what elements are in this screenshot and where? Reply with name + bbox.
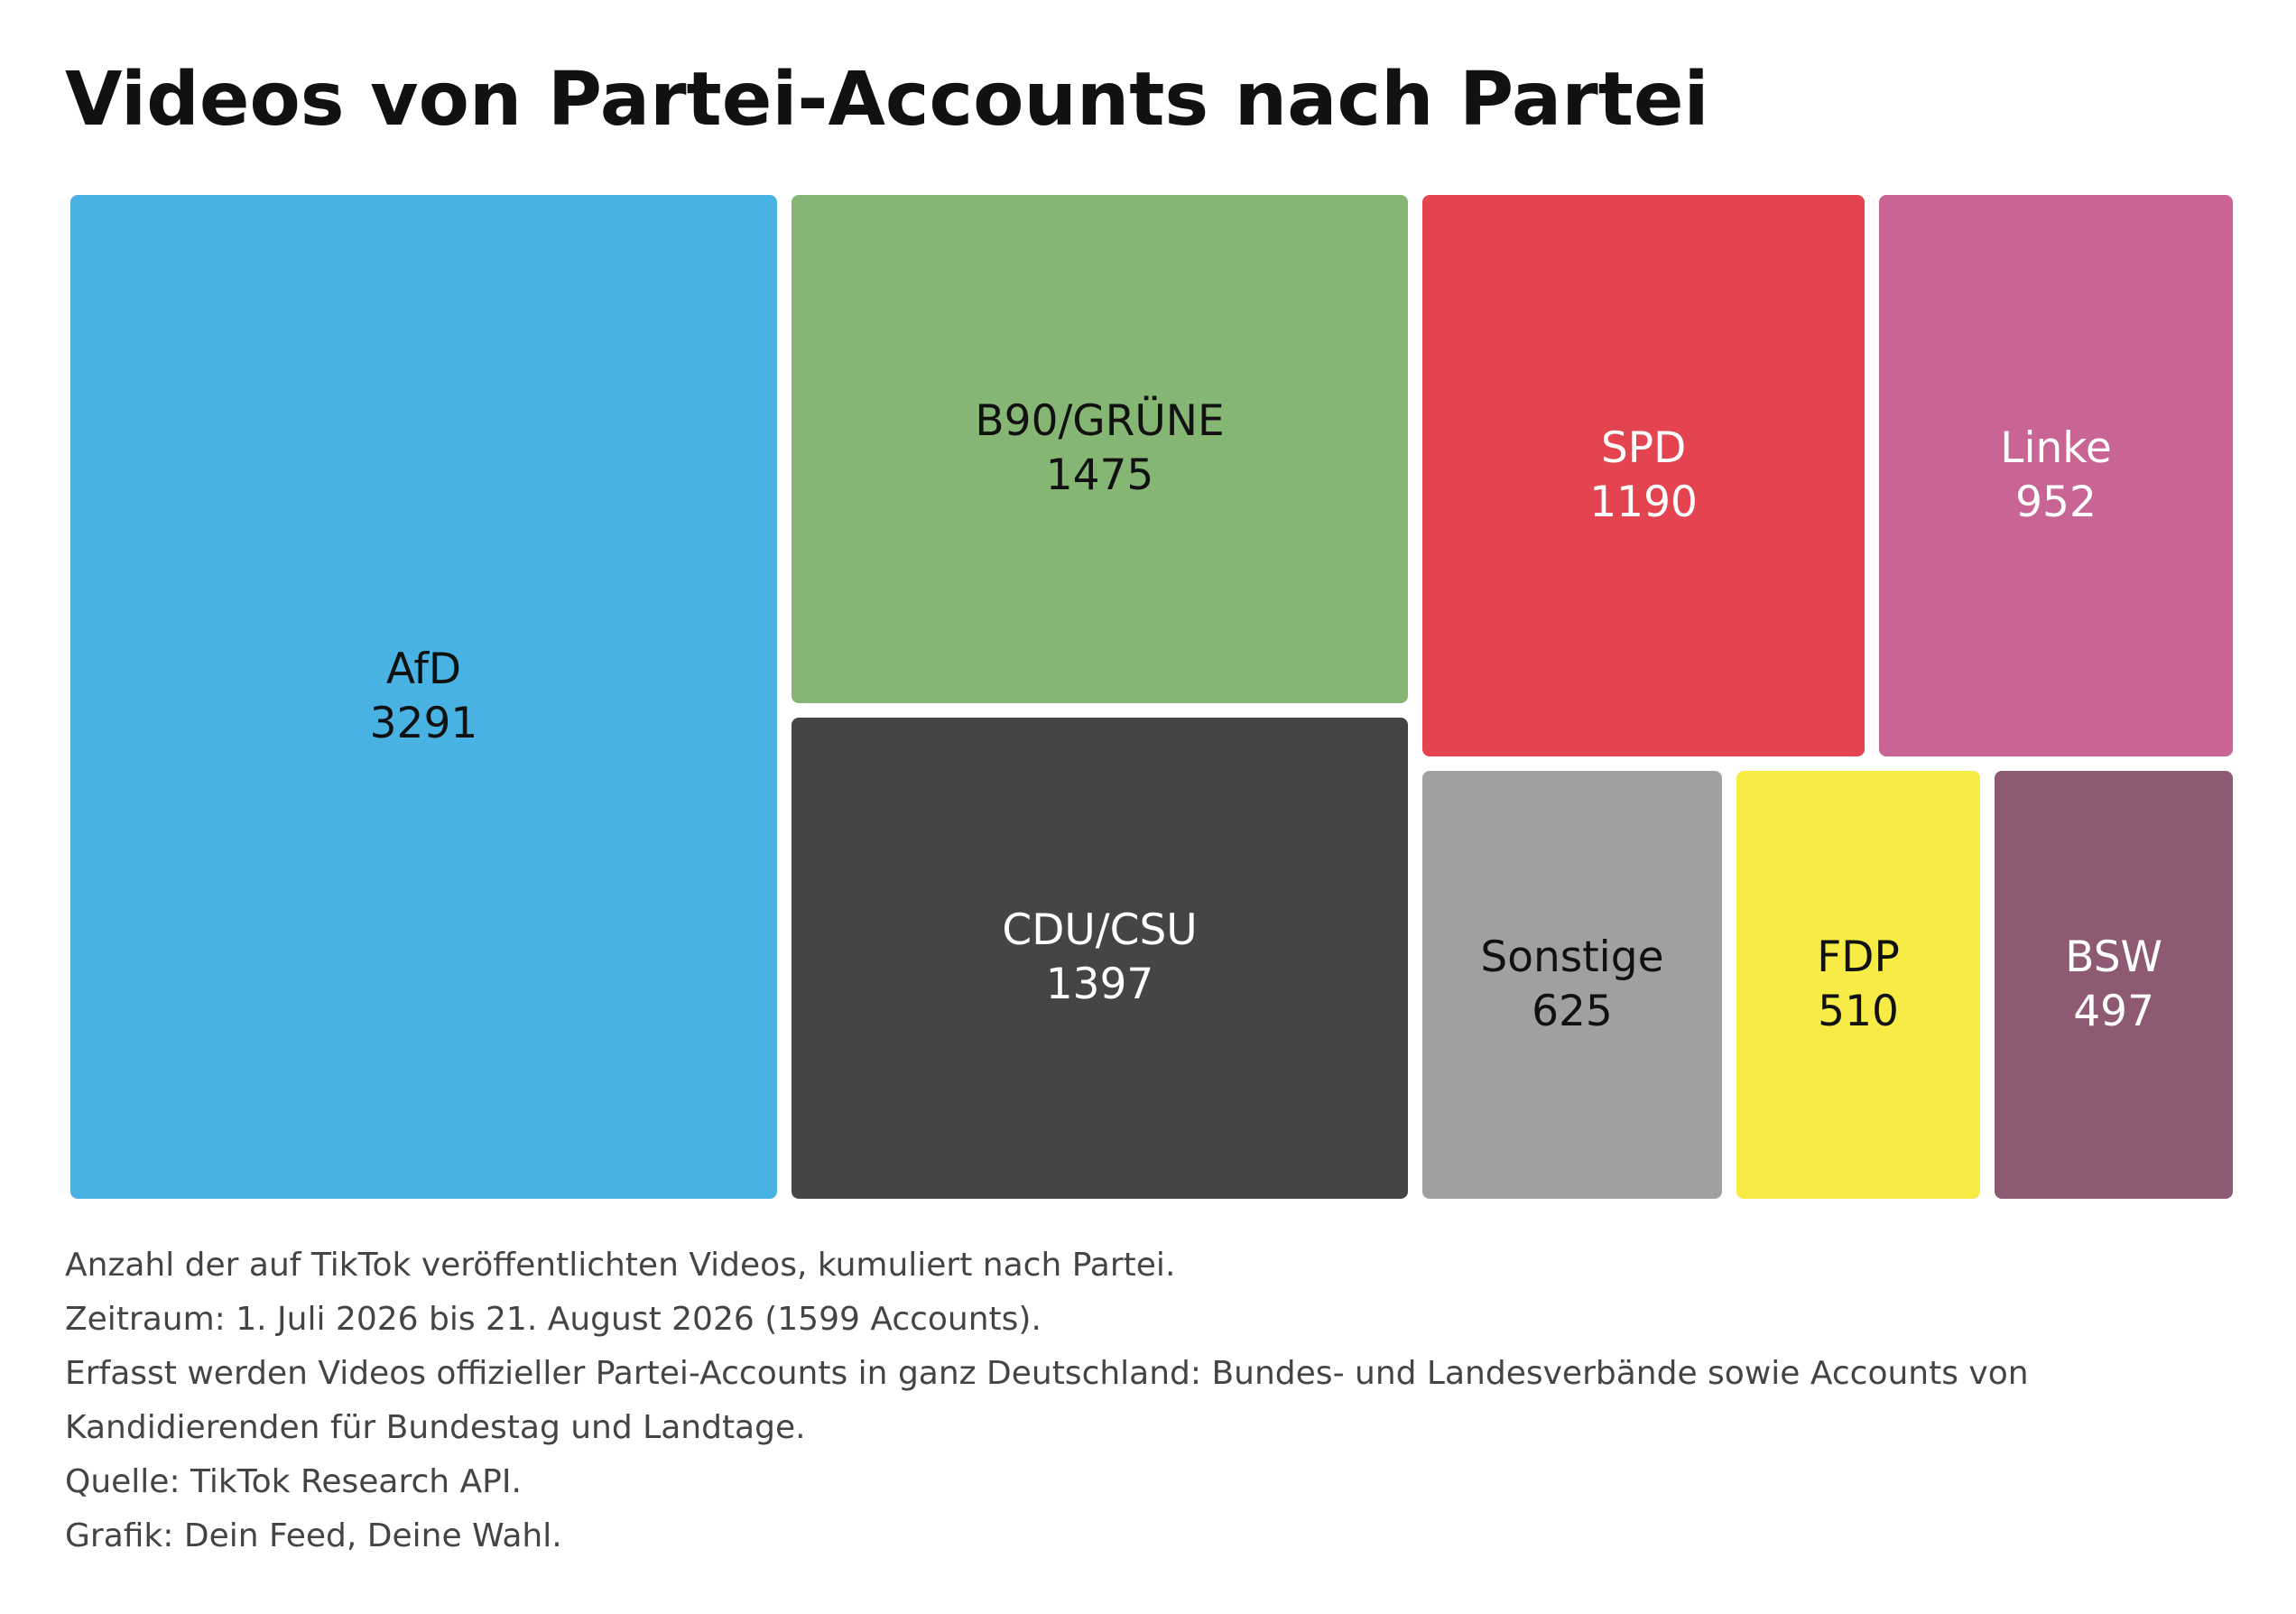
tile-gruene: B90/GRÜNE 1475 [791, 195, 1409, 703]
chart-notes: Anzahl der auf TikTok veröffentlichten V… [65, 1238, 2249, 1563]
tile-spd: SPD 1190 [1422, 195, 1866, 757]
tile-label: Linke [2000, 423, 2112, 474]
treemap: AfD 3291 B90/GRÜNE 1475 CDU/CSU 1397 SPD 1190 Li… [70, 195, 2233, 1199]
note-description: Anzahl der auf TikTok veröffentlichten V… [65, 1247, 1176, 1284]
tile-label: FDP [1817, 932, 1900, 983]
tile-value: 952 [2015, 478, 2097, 528]
tile-label: SPD [1600, 423, 1687, 474]
chart-title: Videos von Partei-Accounts nach Partei [65, 57, 1709, 143]
tile-value: 497 [2073, 987, 2154, 1037]
tile-cdu: CDU/CSU 1397 [791, 717, 1409, 1199]
tile-fdp: FDP 510 [1736, 771, 1981, 1199]
note-scope: Erfasst werden Videos offizieller Partei… [65, 1355, 2029, 1446]
note-credit: Grafik: Dein Feed, Deine Wahl. [65, 1517, 562, 1554]
tile-label: AfD [385, 645, 462, 694]
tile-label: BSW [2065, 932, 2163, 983]
tile-value: 625 [1532, 987, 1613, 1037]
tile-label: CDU/CSU [1002, 905, 1198, 956]
tile-value: 1190 [1589, 478, 1698, 528]
tile-value: 1397 [1045, 960, 1154, 1010]
tile-linke: Linke 952 [1879, 195, 2233, 757]
note-source: Quelle: TikTok Research API. [65, 1463, 522, 1500]
tile-label: Sonstige [1480, 932, 1664, 983]
tile-value: 510 [1818, 987, 1899, 1037]
tile-afd: AfD 3291 [70, 195, 777, 1199]
tile-label: B90/GRÜNE [975, 396, 1225, 447]
tile-sonstige: Sonstige 625 [1422, 771, 1722, 1199]
tile-value: 3291 [369, 699, 478, 748]
tile-value: 1475 [1045, 450, 1154, 501]
tile-bsw: BSW 497 [1995, 771, 2233, 1199]
note-period: Zeitraum: 1. Juli 2026 bis 21. August 20… [65, 1301, 1042, 1338]
